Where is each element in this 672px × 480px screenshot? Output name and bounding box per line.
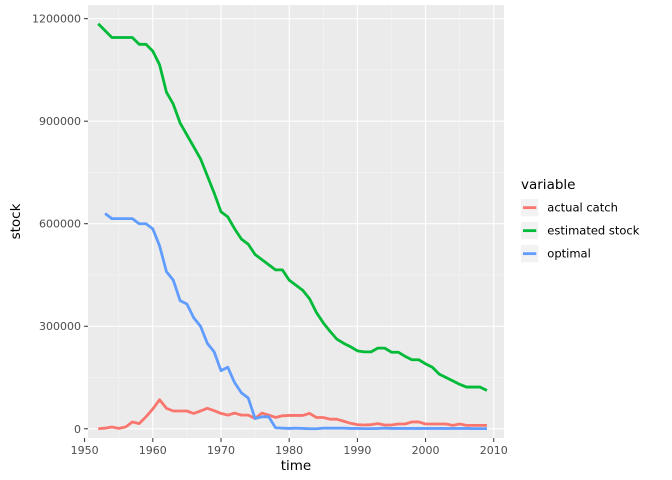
x-axis: 1950 1960 1970 1980 1990 2000 2010 xyxy=(71,438,508,457)
x-tick-label: 1980 xyxy=(275,444,303,457)
x-tick-label: 1950 xyxy=(71,444,99,457)
series-line-actual-catch xyxy=(98,398,487,431)
y-axis-title: stock xyxy=(8,203,24,239)
legend-title: variable xyxy=(521,177,575,193)
y-tick-label: 300000 xyxy=(39,320,81,333)
x-tick-label: 2000 xyxy=(412,444,440,457)
y-tick-label: 1200000 xyxy=(32,13,81,26)
series-line-optimal xyxy=(104,212,487,431)
y-axis: 0 300000 600000 900000 1200000 xyxy=(32,13,88,436)
x-tick-label: 2010 xyxy=(480,444,508,457)
y-tick-label: 900000 xyxy=(39,115,81,128)
y-tick-label: 0 xyxy=(74,423,81,436)
legend-label-estimated-stock: estimated stock xyxy=(547,224,639,238)
y-tick-label: 600000 xyxy=(39,218,81,231)
major-gridlines xyxy=(84,5,504,438)
legend: variable actual catch estimated stock opti… xyxy=(521,177,640,263)
minor-gridlines xyxy=(88,5,504,438)
x-tick-label: 1990 xyxy=(343,444,371,457)
x-axis-title: time xyxy=(281,458,312,474)
panel-background xyxy=(88,5,504,438)
series-lines xyxy=(97,22,488,431)
legend-label-actual-catch: actual catch xyxy=(547,201,618,215)
legend-label-optimal: optimal xyxy=(547,247,590,261)
x-tick-label: 1970 xyxy=(207,444,235,457)
series-line-estimated-stock xyxy=(97,22,488,392)
x-tick-label: 1960 xyxy=(139,444,167,457)
